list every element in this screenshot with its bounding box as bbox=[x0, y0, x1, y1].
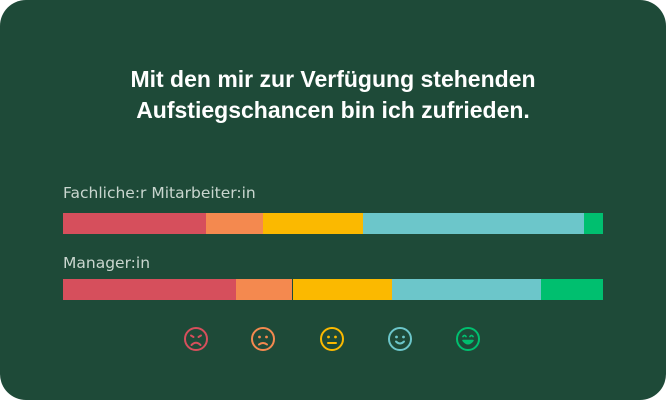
stacked-bar-manager bbox=[63, 279, 603, 300]
legend-faces bbox=[0, 326, 666, 356]
bar-segment-very-satisfied bbox=[540, 279, 603, 300]
bar-segment-satisfied bbox=[392, 279, 541, 300]
bar-segment-satisfied bbox=[362, 213, 585, 234]
bar-segment-very-satisfied bbox=[584, 213, 603, 234]
bar-segment-dissatisfied bbox=[235, 279, 293, 300]
bar-segment-very-dissatisfied bbox=[63, 279, 236, 300]
chart-title-line-2: Aufstiegschancen bin ich zufrieden. bbox=[136, 97, 530, 123]
chart-title: Mit den mir zur Verfügung stehenden Aufs… bbox=[60, 64, 606, 126]
category-label-employee: Fachliche:r Mitarbeiter:in bbox=[63, 184, 256, 202]
bar-segment-neutral bbox=[292, 279, 393, 300]
stacked-bar-employee bbox=[63, 213, 603, 234]
bar-segment-very-dissatisfied bbox=[63, 213, 207, 234]
chart-title-line-1: Mit den mir zur Verfügung stehenden bbox=[130, 66, 536, 92]
very-satisfied-face-icon bbox=[456, 327, 480, 351]
bar-segment-neutral bbox=[262, 213, 363, 234]
neutral-face-icon bbox=[320, 327, 344, 351]
very-dissatisfied-face-icon bbox=[184, 327, 208, 351]
bar-segment-dissatisfied bbox=[206, 213, 263, 234]
dissatisfied-face-icon bbox=[251, 327, 275, 351]
satisfied-face-icon bbox=[388, 327, 412, 351]
category-label-manager: Manager:in bbox=[63, 254, 151, 272]
